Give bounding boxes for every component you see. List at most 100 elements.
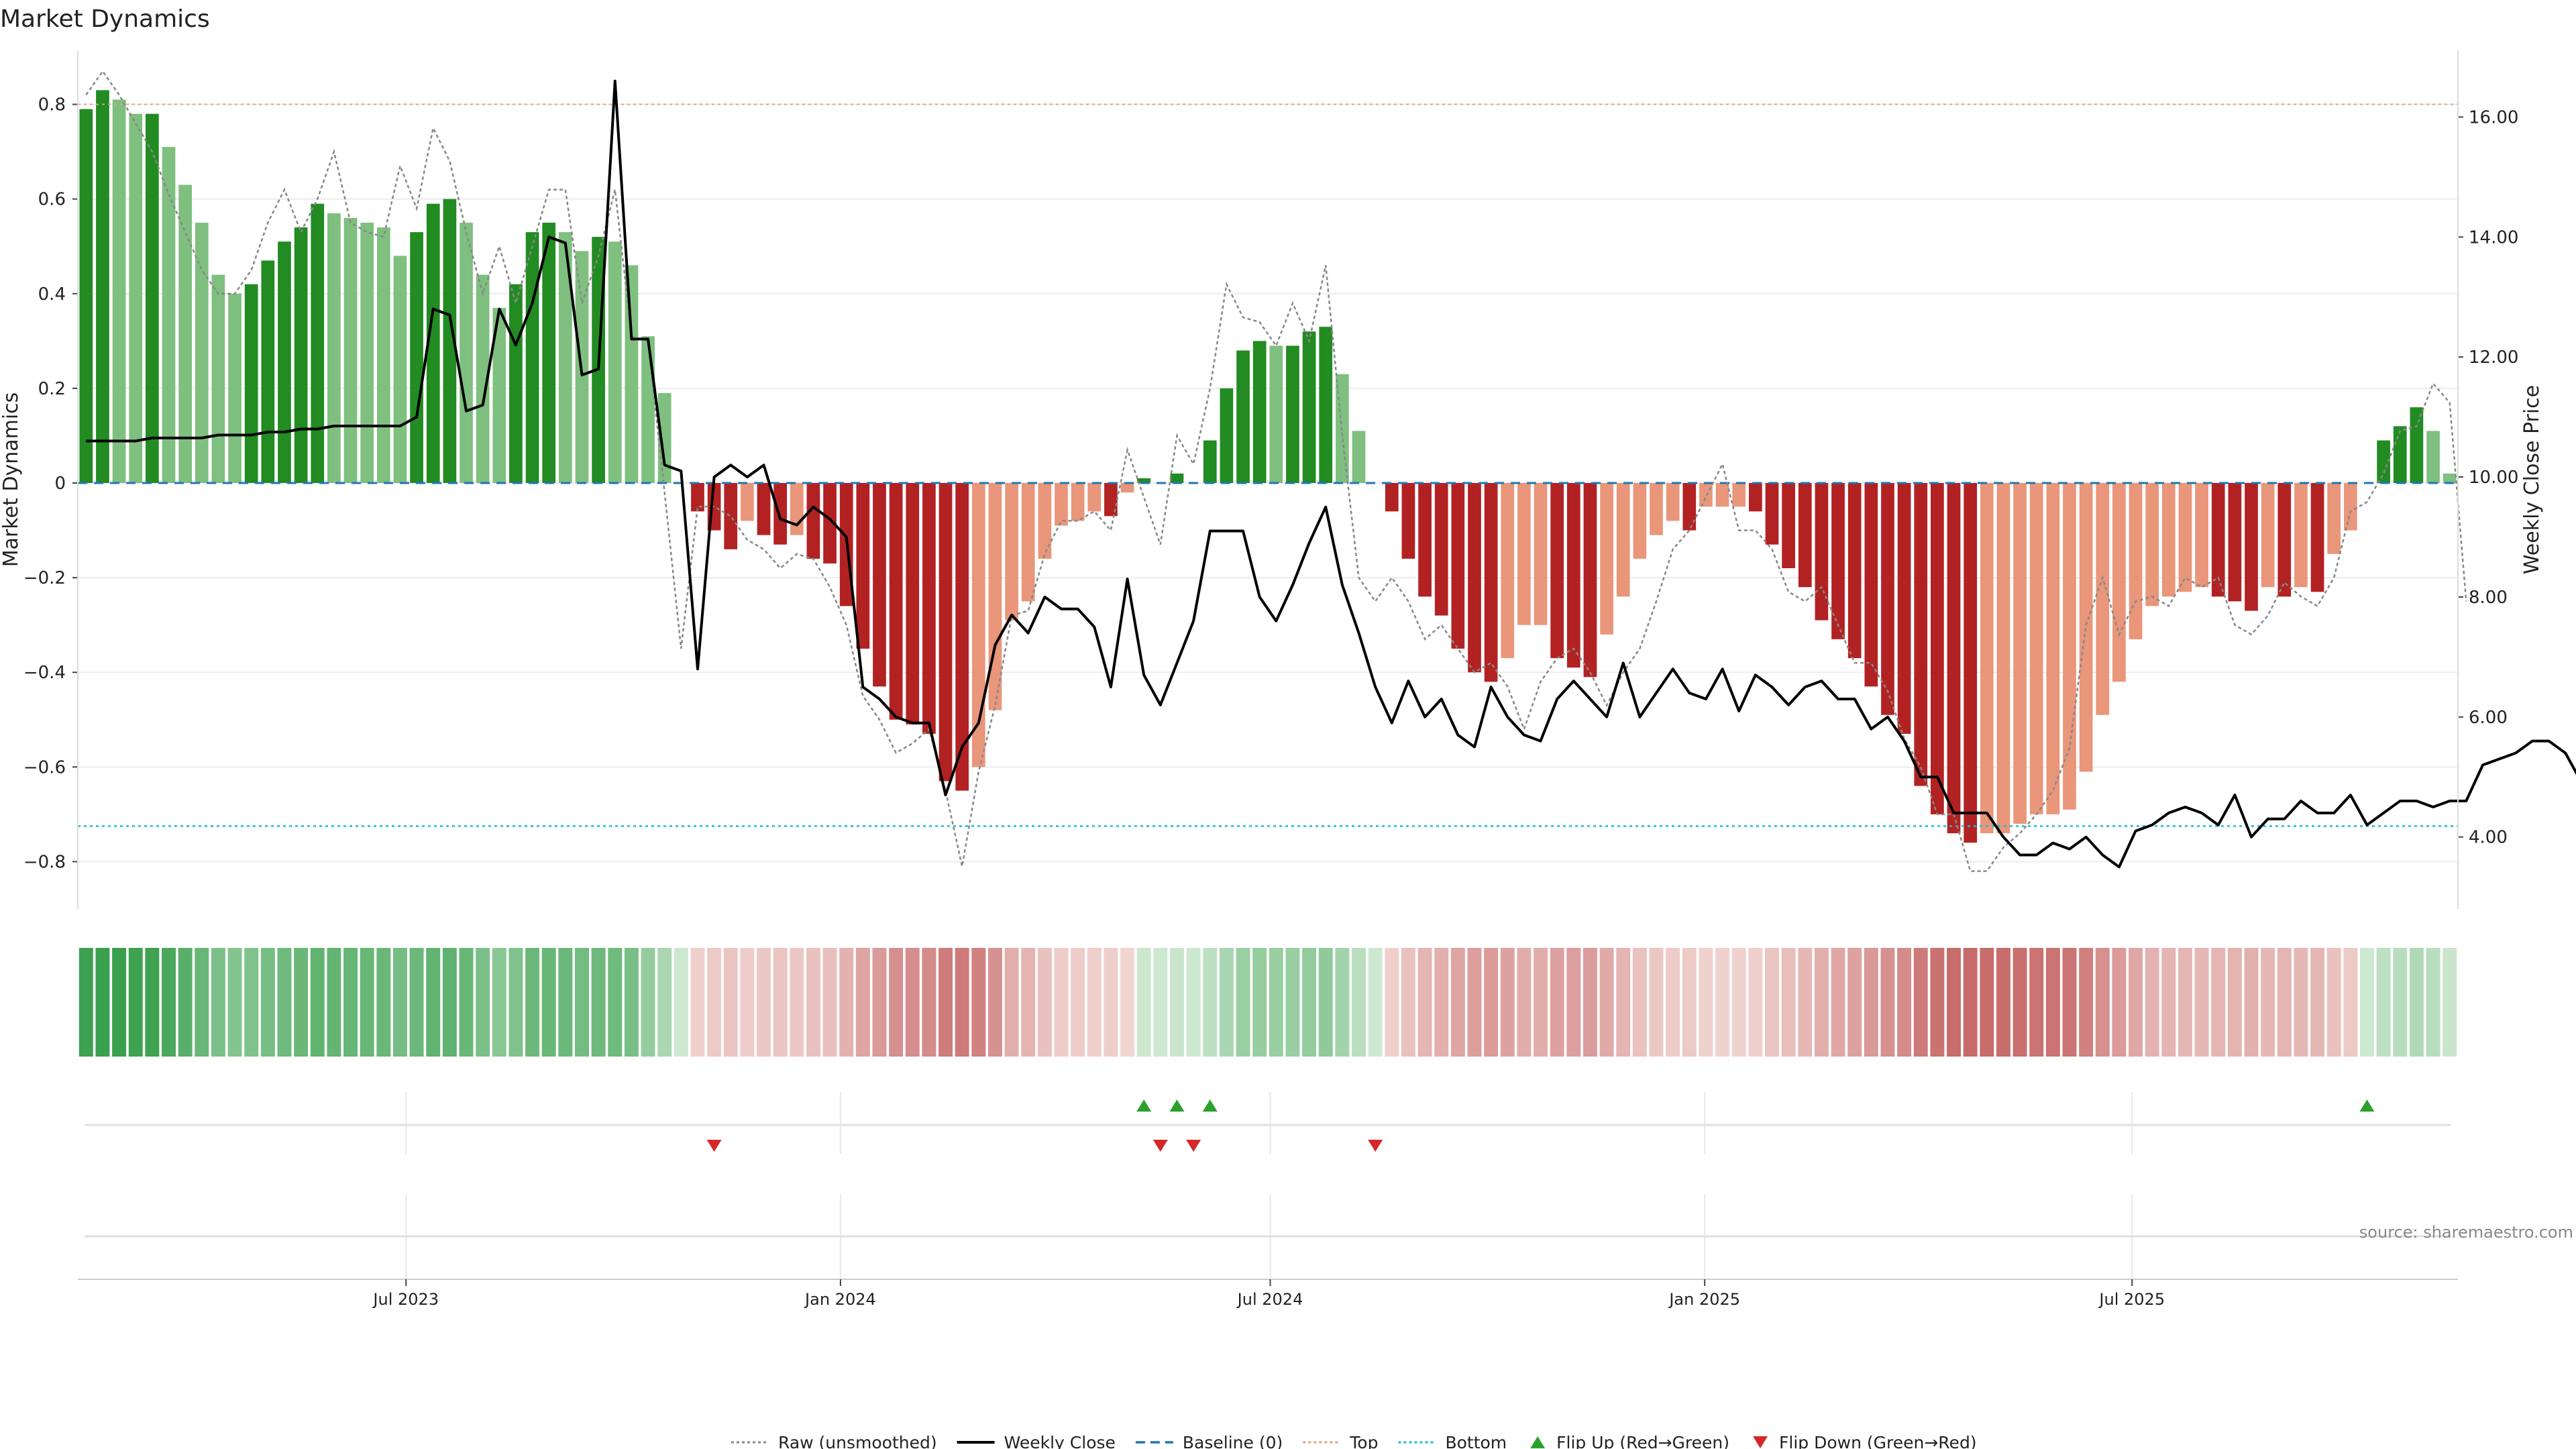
heat-cell [1715, 948, 1730, 1057]
heat-cell [674, 948, 688, 1057]
dynamics-bar [1236, 350, 1250, 483]
heat-cell [641, 948, 655, 1057]
heat-cell [2211, 948, 2226, 1057]
dynamics-bar [211, 274, 225, 483]
heat-cell [392, 948, 407, 1057]
heat-cell [294, 948, 309, 1057]
dynamics-bar [294, 227, 308, 483]
dynamics-bar [1484, 483, 1498, 682]
dynamics-bar [1798, 483, 1812, 588]
flip-up-marker [1136, 1099, 1152, 1112]
dynamics-bar [2310, 483, 2324, 592]
heat-cell [1534, 948, 1548, 1057]
dynamics-bar [327, 213, 341, 483]
heat-cell [541, 948, 556, 1057]
dynamics-bar [1600, 483, 1613, 635]
dynamics-bar [2145, 483, 2159, 606]
dynamics-bar [2426, 431, 2440, 483]
dynamics-bar [1252, 341, 1267, 483]
heat-cell [1550, 948, 1564, 1057]
dynamics-bar [1847, 483, 1862, 659]
heat-cell [195, 948, 209, 1057]
dynamics-bar [2029, 483, 2043, 814]
dynamics-bar [162, 147, 176, 484]
heat-cell [1136, 948, 1151, 1057]
dynamics-bar [2327, 483, 2341, 554]
y-left-tick-label: 0.8 [38, 95, 66, 115]
dynamics-bar [1352, 431, 1366, 483]
y-left-tick-label: 0 [54, 474, 66, 494]
dynamics-bar [2245, 483, 2258, 611]
dynamics-bar [195, 222, 209, 483]
dynamics-bar [1120, 483, 1134, 493]
dynamics-bar [1881, 483, 1894, 715]
heat-cell [624, 948, 639, 1057]
heat-cell [1450, 948, 1465, 1057]
heat-cell [1831, 948, 1845, 1057]
dynamics-bar [1468, 483, 1481, 673]
legend-label: Raw (unsmoothed) [778, 1433, 937, 1449]
dynamics-bar [1914, 483, 1928, 786]
heat-cell [2376, 948, 2391, 1057]
legend-flip-up-icon [1530, 1436, 1546, 1448]
heat-cell [591, 948, 606, 1057]
heat-cell [1186, 948, 1201, 1057]
dynamics-bar [558, 232, 572, 483]
legend-label: Weekly Close [1004, 1433, 1116, 1449]
heat-cell [1847, 948, 1862, 1057]
dynamics-bar [228, 293, 241, 483]
dynamics-bar [1170, 473, 1184, 483]
heat-cell [1765, 948, 1779, 1057]
dynamics-bar [1104, 483, 1118, 517]
dynamics-bar [741, 483, 754, 521]
heat-cell [855, 948, 870, 1057]
dynamics-bar [1633, 483, 1647, 559]
heat-cell [2360, 948, 2374, 1057]
heat-cell [2161, 948, 2176, 1057]
y-left-tick-label: −0.6 [23, 757, 66, 777]
dynamics-bar [1996, 483, 2010, 834]
x-tick-label: Jan 2025 [1668, 1290, 1740, 1309]
close-series-group [86, 79, 2576, 869]
heat-cell [1120, 948, 1135, 1057]
dynamics-bar [856, 483, 870, 649]
heat-cell [525, 948, 540, 1057]
heat-cell [2277, 948, 2292, 1057]
heat-cell [1269, 948, 1283, 1057]
heat-cell [707, 948, 722, 1057]
y-right-tick-label: 14.00 [2469, 227, 2518, 248]
dynamics-bar [1699, 483, 1713, 507]
dynamics-bar [906, 483, 920, 724]
heat-cell [1104, 948, 1118, 1057]
dynamics-bar [476, 274, 490, 483]
heat-cell [2178, 948, 2192, 1057]
dynamics-bar [1501, 483, 1515, 659]
heat-cell [839, 948, 854, 1057]
dynamics-bar [426, 203, 440, 483]
legend-label: Flip Down (Green→Red) [1779, 1433, 1977, 1449]
dynamics-bar [806, 483, 820, 559]
heat-cell [2029, 948, 2044, 1057]
heat-cell [2343, 948, 2358, 1057]
heat-cell [1071, 948, 1085, 1057]
heat-cell [905, 948, 920, 1057]
heat-cell [1682, 948, 1697, 1057]
heat-cell [773, 948, 788, 1057]
heat-cell [476, 948, 490, 1057]
heat-cell [162, 948, 176, 1057]
legend-label: Baseline (0) [1183, 1433, 1283, 1449]
heat-cell [1021, 948, 1036, 1057]
dynamics-bar [393, 256, 407, 483]
heat-cell [922, 948, 936, 1057]
y-left-tick-label: −0.4 [23, 663, 66, 683]
heat-cell [1666, 948, 1680, 1057]
heat-cell [227, 948, 242, 1057]
dynamics-bar [1203, 440, 1217, 483]
heat-cell [1731, 948, 1746, 1057]
dynamics-bar [443, 199, 457, 483]
dynamics-bar [1748, 483, 1762, 512]
heat-cell [508, 948, 523, 1057]
dynamics-bar [2096, 483, 2110, 715]
heat-cell [376, 948, 391, 1057]
heat-cell [1318, 948, 1333, 1057]
